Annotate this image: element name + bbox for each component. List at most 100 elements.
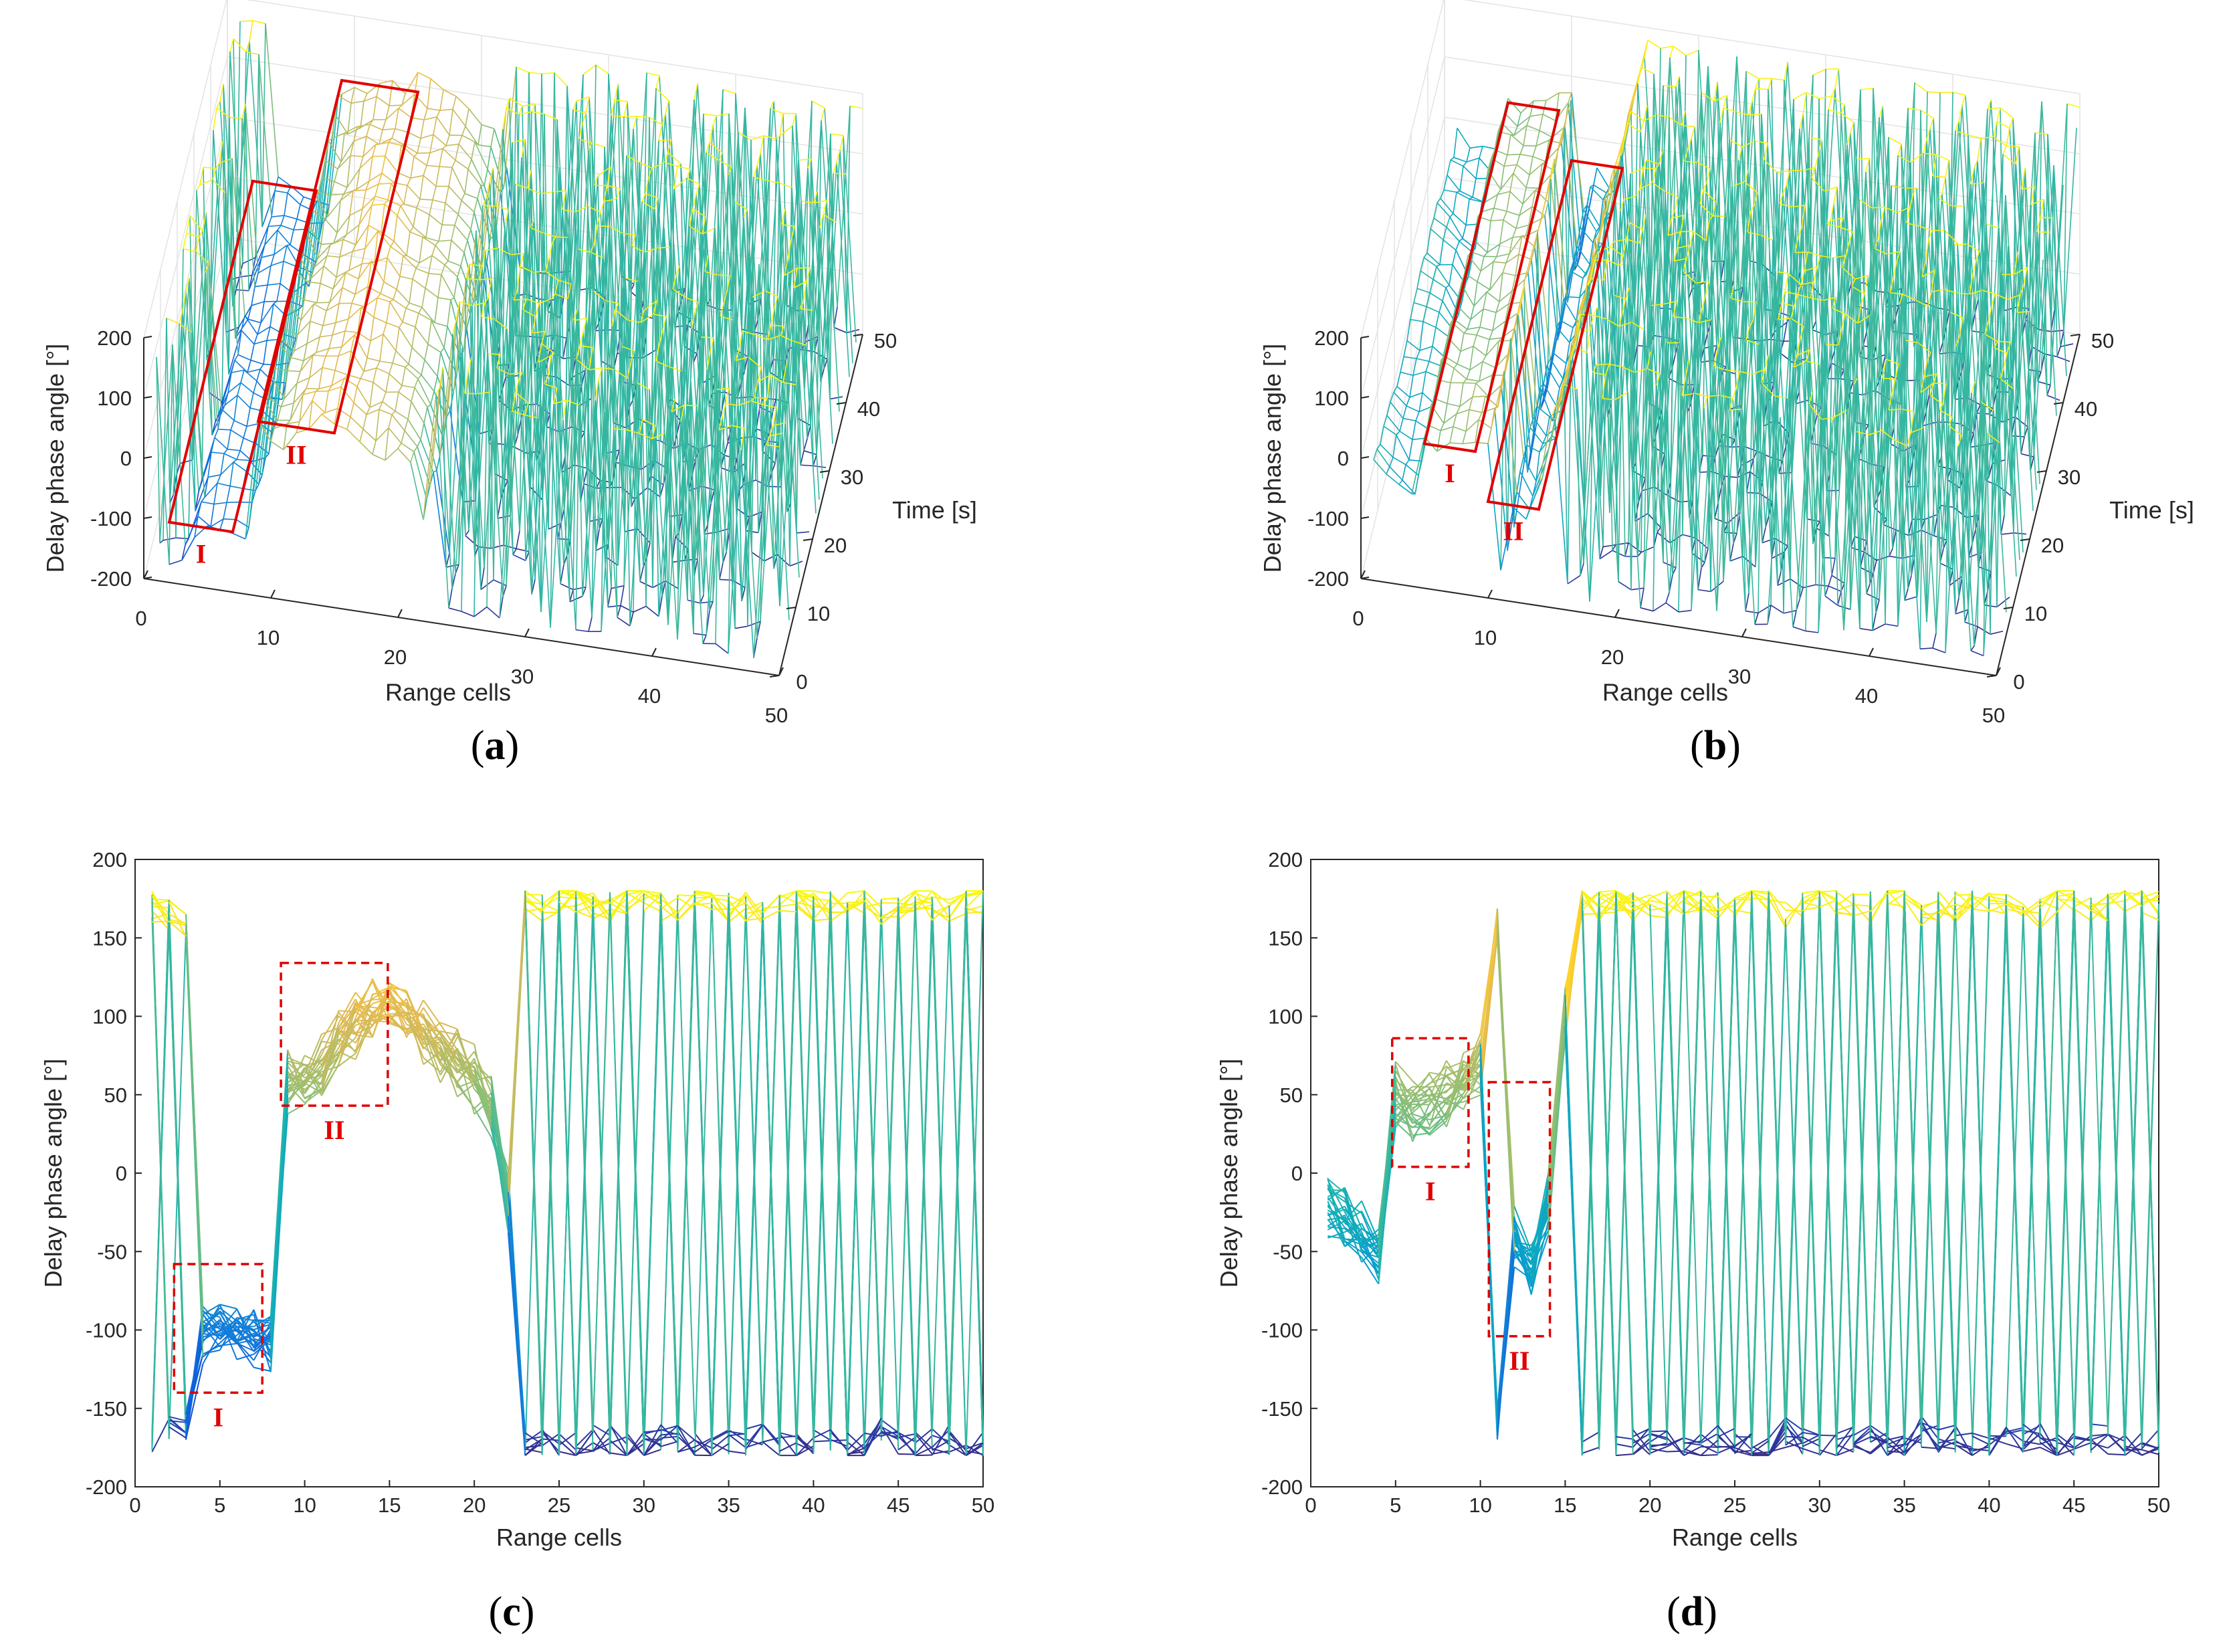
mesh-segment [516,530,520,549]
mesh-segment [342,287,356,295]
mesh-segment [709,142,723,154]
mesh-segment [417,152,431,154]
mesh-segment [363,358,368,372]
mesh-segment [388,142,402,146]
mesh-segment [424,359,438,377]
mesh-segment [217,474,221,484]
mesh-segment [241,330,255,345]
mesh-segment [477,316,482,547]
mesh-segment [389,363,393,375]
mesh-segment [509,97,523,107]
mesh-segment [398,104,403,109]
mesh-segment [315,390,329,393]
mesh-segment [728,167,732,175]
mesh-segment [341,87,355,95]
mesh-segment [411,326,416,348]
mesh-segment [481,124,495,130]
mesh-segment [833,162,837,174]
mesh-segment [211,437,215,453]
mesh-segment [433,116,437,135]
mesh-segment [327,200,341,217]
mesh-segment [573,309,578,321]
mesh-segment [538,343,542,363]
mesh-segment [661,114,666,125]
mesh-segment [465,278,480,280]
mesh-segment [393,215,398,241]
mesh-segment [403,203,417,209]
mesh-segment [719,562,724,580]
mesh-segment [689,225,703,235]
mesh-segment [237,382,241,396]
mesh-segment [651,162,665,169]
mesh-segment [522,309,536,318]
mesh-segment [334,114,348,134]
mesh-segment [766,180,770,373]
mesh-segment [354,278,359,295]
mesh-segment [467,240,481,286]
mesh-segment [393,299,407,309]
mesh-segment [323,255,328,267]
mesh-segment [214,429,219,438]
mesh-segment [237,330,242,355]
mesh-segment [382,128,396,131]
mesh-segment [628,246,633,466]
mesh-segment [472,230,477,453]
mesh-segment [413,152,418,157]
mesh-segment [516,548,530,552]
surface-mesh [156,20,863,658]
mesh-segment [369,124,383,130]
mesh-segment [332,277,337,290]
mesh-segment [611,369,615,589]
mesh-segment [681,100,695,301]
mesh-segment [781,224,795,227]
mesh-segment [644,251,649,439]
mesh-segment [1642,167,1657,169]
mesh-segment [354,332,358,336]
mesh-segment [545,271,559,281]
mesh-segment [658,138,672,142]
mesh-segment [719,89,724,310]
mesh-segment [517,227,531,436]
mesh-segment [722,360,736,563]
mesh-segment [338,346,342,356]
mesh-segment [183,233,187,249]
mesh-segment [309,354,314,378]
mesh-segment [217,482,231,487]
mesh-segment [527,187,541,195]
mesh-segment [345,270,350,274]
mesh-segment [746,264,760,463]
mesh-segment [444,260,449,266]
mesh-segment [347,127,361,135]
mesh-segment [806,267,811,282]
mesh-segment [368,156,373,181]
mesh-segment [320,282,334,290]
mesh-segment [776,135,780,140]
mesh-segment [455,144,459,161]
mesh-segment [242,51,247,264]
mesh-segment [630,363,644,567]
mesh-segment [379,334,384,362]
mesh-segment [627,320,641,323]
mesh-segment [635,177,649,386]
mesh-segment [415,326,429,345]
mesh-segment [702,217,706,234]
mesh-segment [534,104,539,299]
mesh-segment [1825,344,1839,346]
mesh-segment [589,347,593,371]
mesh-segment [340,140,354,163]
x-tick-label: 0 [135,607,146,630]
mesh-segment [207,451,212,478]
mesh-segment [274,368,288,372]
mesh-segment [263,340,268,365]
mesh-segment [267,266,272,286]
mesh-segment [330,239,344,245]
mesh-segment [341,330,346,348]
mesh-segment [428,272,442,276]
mesh-segment [728,388,742,601]
mesh-segment [554,293,568,300]
mesh-segment [403,185,408,205]
mesh-segment [500,354,514,555]
mesh-segment [328,140,342,163]
mesh-segment [314,258,318,268]
mesh-segment [490,128,495,147]
